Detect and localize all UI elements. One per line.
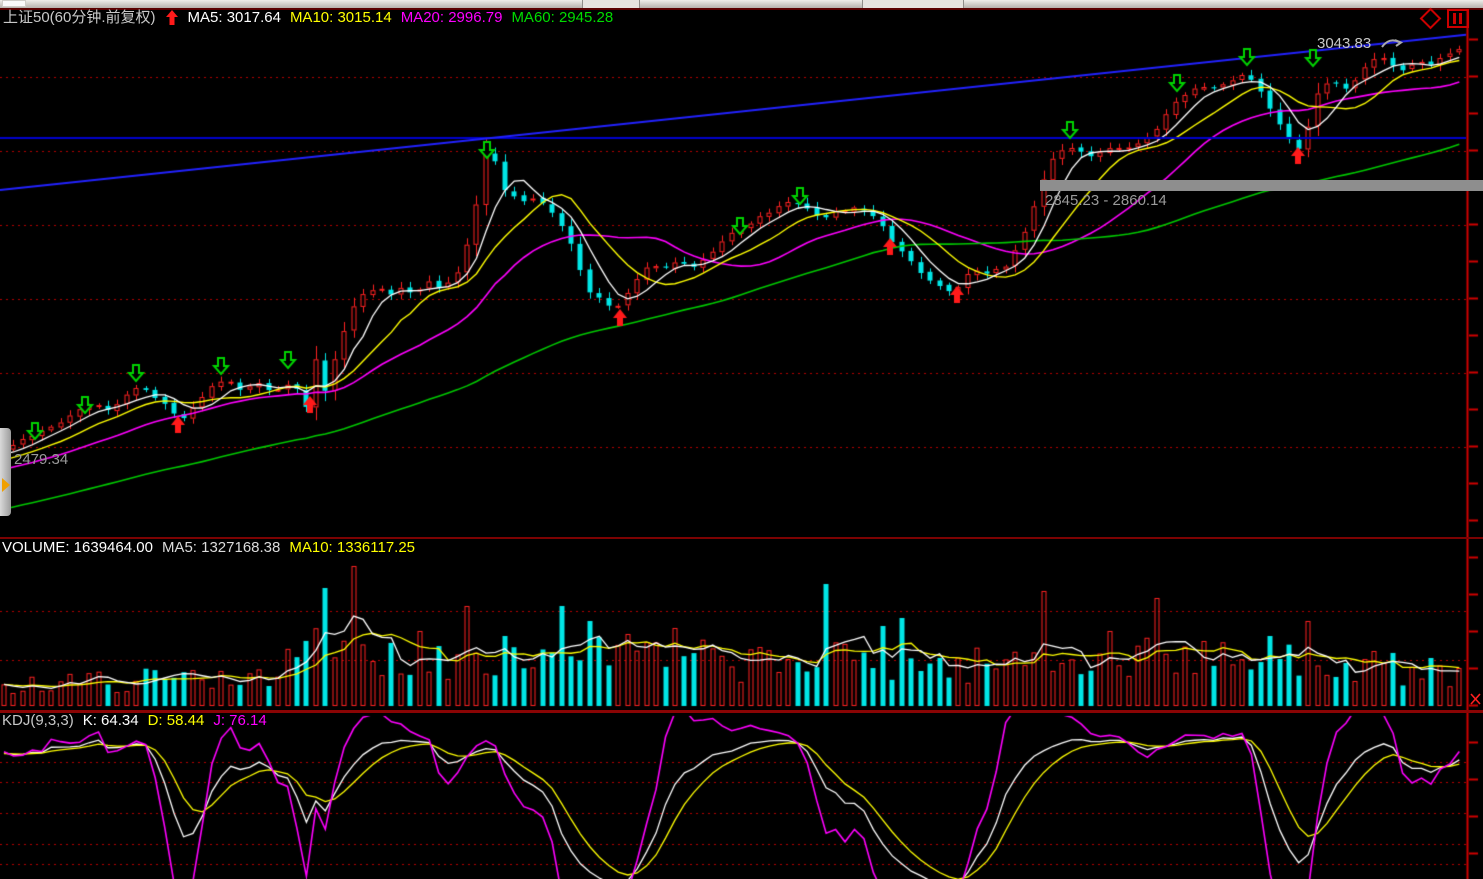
window-icon[interactable]: [1446, 7, 1470, 30]
high-price-label: 3043.83: [1317, 35, 1372, 52]
toolbar-button[interactable]: [2, 0, 26, 7]
volume-header: VOLUME: 1639464.00 MA5: 1327168.38 MA10:…: [2, 540, 415, 556]
gap-zone-label: 2845.23 - 2860.14: [1045, 192, 1167, 209]
main-chart-header: 上证50(60分钟.前复权) MA5: 3017.64 MA10: 3015.1…: [3, 10, 613, 26]
ma5-label: MA5: 3017.64: [187, 9, 281, 26]
symbol-title: 上证50(60分钟.前复权): [3, 9, 156, 26]
toolbar-segment[interactable]: [582, 0, 640, 8]
panel-divider: [0, 537, 1483, 539]
ma60-label: MA60: 2945.28: [511, 9, 614, 26]
left-scroll-tab[interactable]: [0, 428, 11, 516]
ma20-label: MA20: 2996.79: [400, 9, 503, 26]
annotation-squiggle-arrow-icon: [1381, 39, 1403, 48]
diamond-icon[interactable]: [1419, 7, 1442, 30]
gap-zone-bar: [1040, 180, 1483, 191]
panel-divider: [0, 710, 1483, 713]
toolbar-segment[interactable]: [862, 0, 964, 8]
close-panel-icon[interactable]: [1469, 692, 1482, 706]
low-price-label: 2479.34: [14, 451, 69, 468]
volume-ma5-label: MA5: 1327168.38: [161, 539, 281, 556]
volume-ma10-label: MA10: 1336117.25: [289, 539, 416, 556]
kdj-header: KDJ(9,3,3) K: 64.34 D: 58.44 J: 76.14: [2, 713, 267, 729]
buy-arrow-icon: [165, 10, 178, 25]
volume-label: VOLUME: 1639464.00: [2, 539, 153, 556]
kdj-j-label: J: 76.14: [213, 712, 267, 729]
expand-triangle-icon[interactable]: [2, 478, 10, 492]
kdj-k-label: K: 64.34: [82, 712, 139, 729]
toolbar-strip[interactable]: [0, 0, 1483, 10]
ma10-label: MA10: 3015.14: [289, 9, 392, 26]
kdj-d-label: D: 58.44: [147, 712, 205, 729]
kdj-title: KDJ(9,3,3): [2, 712, 74, 729]
